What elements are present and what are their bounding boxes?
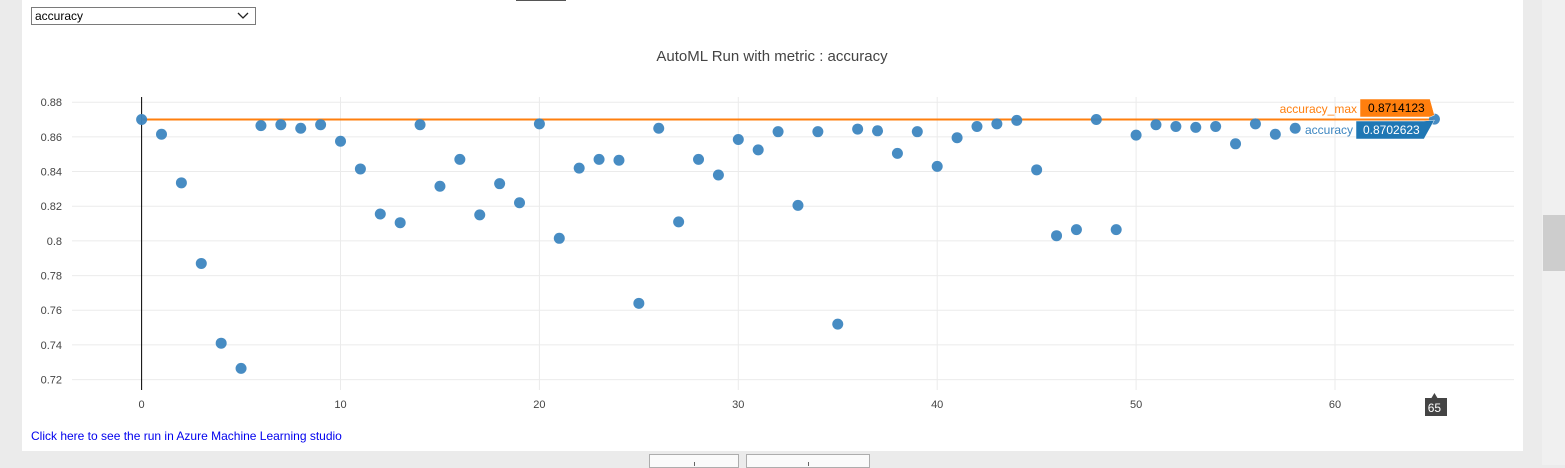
data-point: [394, 217, 406, 229]
data-point: [195, 257, 207, 269]
output-panel: [22, 0, 1523, 451]
data-point: [1031, 164, 1043, 176]
x-tick-label: 30: [732, 399, 744, 411]
data-point: [1269, 128, 1281, 140]
hover-value: 0.8702623: [1363, 123, 1420, 137]
data-point: [315, 119, 327, 131]
data-point: [494, 178, 506, 190]
y-tick-label: 0.78: [41, 271, 62, 283]
data-point: [1190, 121, 1202, 133]
data-point: [374, 208, 386, 220]
data-point: [792, 199, 804, 211]
data-point: [335, 135, 347, 147]
data-point: [533, 118, 545, 130]
data-point: [752, 144, 764, 156]
y-tick-label: 0.84: [41, 167, 62, 179]
data-point: [514, 197, 526, 209]
y-tick-label: 0.74: [41, 340, 62, 352]
data-point: [553, 232, 565, 244]
data-point: [1110, 224, 1122, 236]
metric-dropdown-value: accuracy: [35, 9, 84, 23]
hover-tooltip: accuracy_max 0.8714123 accuracy 0.8702623 65: [1280, 98, 1447, 416]
hover-value: 0.8714123: [1368, 101, 1425, 115]
metric-dropdown[interactable]: accuracy: [31, 7, 256, 25]
hover-series-name: accuracy_max: [1280, 102, 1357, 116]
chevron-down-icon: [237, 12, 249, 19]
data-point: [414, 119, 426, 131]
hover-x-box: [1425, 393, 1447, 416]
data-point: [891, 147, 903, 159]
data-point: [772, 126, 784, 138]
data-point: [832, 318, 844, 330]
data-point: [1011, 114, 1023, 126]
divider: [516, 0, 566, 1]
y-tick-label: 0.72: [41, 375, 62, 387]
y-tick-label: 0.82: [41, 201, 62, 213]
data-point: [454, 153, 466, 165]
data-point: [951, 132, 963, 144]
x-tick-label: 10: [334, 399, 346, 411]
x-tick-label: 60: [1329, 399, 1341, 411]
data-point: [1070, 224, 1082, 236]
y-tick-label: 0.76: [41, 305, 62, 317]
data-point: [235, 362, 247, 374]
data-point: [1210, 120, 1222, 132]
data-point: [1051, 230, 1063, 242]
data-point: [812, 126, 824, 138]
hover-series-name: accuracy: [1305, 123, 1353, 137]
data-point: [1130, 129, 1142, 141]
data-point: [693, 153, 705, 165]
chart-title: AutoML Run with metric : accuracy: [656, 48, 888, 65]
data-point: [1090, 114, 1102, 126]
data-point: [991, 118, 1003, 130]
x-axis-ticks: 0 10 20 30 40 50 60: [139, 399, 1342, 411]
y-tick-label: 0.88: [41, 97, 62, 109]
data-point: [156, 128, 168, 140]
data-point: [275, 119, 287, 131]
data-point: [255, 120, 267, 132]
data-point: [633, 297, 645, 309]
data-point: [434, 180, 446, 192]
grid-lines: [72, 97, 1514, 390]
data-point: [1230, 138, 1242, 150]
y-axis-ticks: 0.72 0.74 0.76 0.78 0.8 0.82 0.84 0.86 0.88: [41, 97, 62, 386]
hover-x-label: 65: [1428, 401, 1442, 415]
x-tick-label: 50: [1130, 399, 1142, 411]
data-point: [1170, 120, 1182, 132]
data-point: [712, 169, 724, 181]
scrollbar-thumb[interactable]: [1543, 215, 1565, 271]
data-point: [931, 160, 943, 172]
data-point: [872, 125, 884, 137]
series-accuracy: [136, 113, 1440, 374]
data-point: [474, 209, 486, 221]
data-point: [1249, 118, 1261, 130]
bottom-button-right[interactable]: [746, 454, 870, 468]
data-point: [732, 133, 744, 145]
data-point: [673, 216, 685, 228]
x-tick-label: 40: [931, 399, 943, 411]
data-point: [653, 122, 665, 134]
x-tick-label: 0: [139, 399, 145, 411]
data-point: [971, 120, 983, 132]
data-point: [911, 126, 923, 138]
data-point: [852, 123, 864, 135]
data-point: [295, 122, 307, 134]
hover-box-max: [1359, 98, 1435, 118]
data-point: [1289, 122, 1301, 134]
data-point: [593, 153, 605, 165]
azure-studio-link[interactable]: Click here to see the run in Azure Machi…: [31, 429, 342, 443]
bottom-button-left[interactable]: [649, 454, 739, 468]
data-point: [573, 162, 585, 174]
data-point: [613, 154, 625, 166]
hover-box-accuracy: [1355, 119, 1435, 140]
data-point: [354, 163, 366, 175]
y-tick-label: 0.8: [47, 236, 62, 248]
data-point: [136, 114, 148, 126]
x-tick-label: 20: [533, 399, 545, 411]
data-point: [1150, 119, 1162, 131]
data-point: [215, 337, 227, 349]
y-tick-label: 0.86: [41, 132, 62, 144]
data-point: [175, 177, 187, 189]
